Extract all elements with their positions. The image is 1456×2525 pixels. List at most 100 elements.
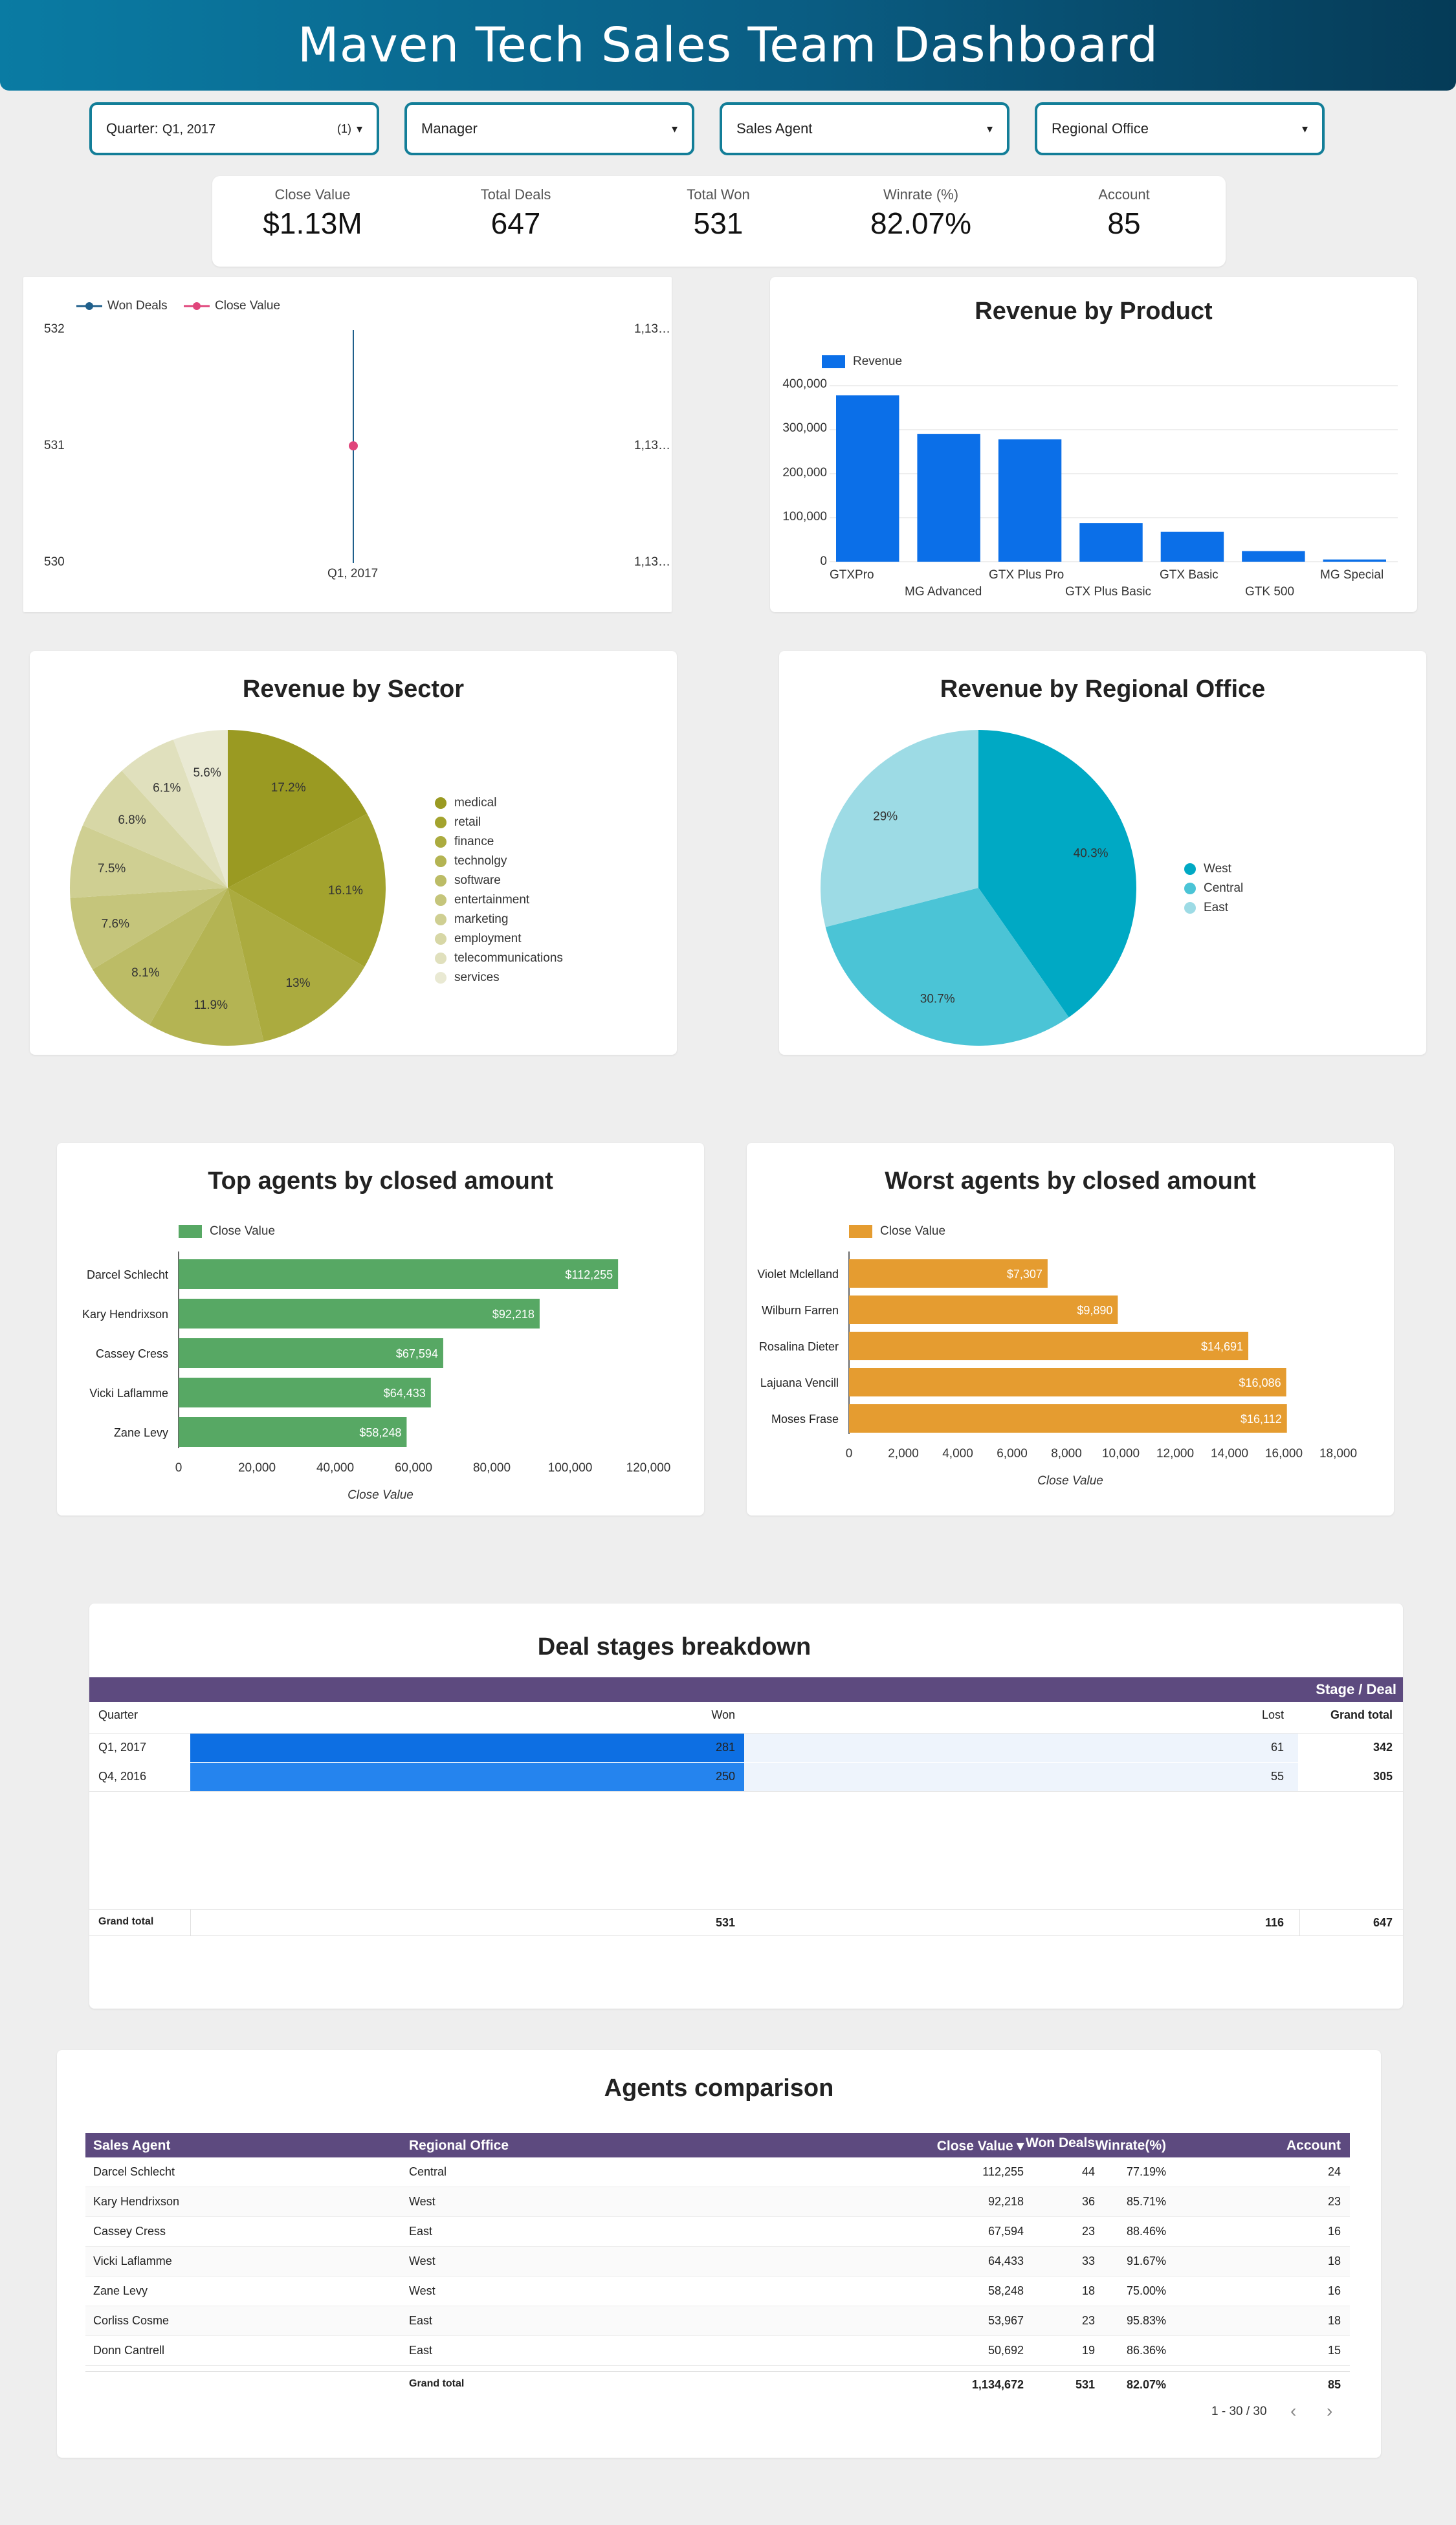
slice-East[interactable] <box>821 730 978 927</box>
grand-won-deals: 531 <box>1075 2378 1095 2391</box>
bar-cassey-cress[interactable] <box>179 1338 443 1368</box>
sales-agent-filter[interactable]: Sales Agent ▾ <box>720 102 1009 155</box>
legend-item-employment[interactable]: employment <box>435 929 563 949</box>
table-row[interactable]: Kary Hendrixson West 92,218 36 85.71% 23 <box>85 2187 1350 2217</box>
legend-item-West[interactable]: West <box>1184 859 1243 879</box>
x-tick: 2,000 <box>888 1447 919 1461</box>
legend-item-entertainment[interactable]: entertainment <box>435 890 563 910</box>
close-value-point[interactable] <box>349 441 358 450</box>
next-page-icon[interactable]: › <box>1327 2401 1333 2421</box>
bar-lajuana-vencill[interactable] <box>849 1368 1286 1396</box>
legend-item-retail[interactable]: retail <box>435 813 563 832</box>
bar-darcel-schlecht[interactable] <box>179 1259 619 1289</box>
bar-wilburn-farren[interactable] <box>849 1296 1118 1324</box>
winrate-cell: 77.19% <box>1126 2165 1166 2178</box>
grand-total-cell: 647 <box>1373 1916 1393 1929</box>
account-cell: 16 <box>1327 2284 1341 2297</box>
legend-item-software[interactable]: software <box>435 871 563 890</box>
x-tick: 12,000 <box>1156 1447 1194 1461</box>
legend-item-marketing[interactable]: marketing <box>435 910 563 929</box>
slice-technolgy[interactable] <box>149 888 264 1046</box>
column-header-regional-office[interactable]: Regional Office <box>409 2138 509 2153</box>
legend-item-Central[interactable]: Central <box>1184 879 1243 898</box>
column-header-won-deals[interactable]: Won Deals <box>1026 2137 1095 2150</box>
legend-label: Close Value <box>215 299 281 313</box>
deal-stages-card: Deal stages breakdown Stage / Deal Quart… <box>89 1604 1403 2009</box>
grand-total-label: Grand total <box>409 2378 465 2389</box>
bar-gtx-plus-pro[interactable] <box>998 439 1062 562</box>
combo-plot <box>349 330 358 563</box>
bar-mg-special[interactable] <box>1323 559 1386 562</box>
legend-item-medical[interactable]: medical <box>435 793 563 813</box>
slice-West[interactable] <box>978 730 1136 1018</box>
legend-item-finance[interactable]: finance <box>435 832 563 852</box>
table-row[interactable]: Corliss Cosme East 53,967 23 95.83% 18 <box>85 2306 1350 2336</box>
slice-medical[interactable] <box>228 730 368 888</box>
x-tick: GTX Plus Pro <box>989 568 1064 582</box>
column-header-close-value[interactable]: Close Value ▾ <box>936 2139 1024 2154</box>
legend-item-East[interactable]: East <box>1184 898 1243 918</box>
table-row[interactable]: Zane Levy West 58,248 18 75.00% 16 <box>85 2277 1350 2306</box>
bar-gtx-plus-basic[interactable] <box>1079 523 1143 562</box>
bar-gtk-500[interactable] <box>1242 551 1305 562</box>
y2-tick: 1,13… <box>634 322 670 336</box>
bar-vicki-laflamme[interactable] <box>179 1378 431 1407</box>
bar-value-label: $7,307 <box>1007 1268 1042 1281</box>
table-row[interactable]: Donn Cantrell East 50,692 19 86.36% 15 <box>85 2336 1350 2366</box>
legend-label: services <box>454 971 500 984</box>
x-tick: GTXPro <box>830 568 874 582</box>
legend-item-technolgy[interactable]: technolgy <box>435 852 563 871</box>
slice-Central[interactable] <box>825 888 1069 1046</box>
table-row[interactable]: Vicki Laflamme West 64,433 33 91.67% 18 <box>85 2247 1350 2277</box>
slice-retail[interactable] <box>228 813 386 967</box>
column-header-account[interactable]: Account <box>1286 2138 1341 2153</box>
agent-cell: Cassey Cress <box>93 2225 166 2238</box>
quarter-cell: Q1, 2017 <box>98 1741 147 1754</box>
won-deals-cell: 36 <box>1081 2195 1095 2208</box>
table-row[interactable]: Cassey Cress East 67,594 23 88.46% 16 <box>85 2217 1350 2247</box>
column-header-winrate[interactable]: Winrate(%) <box>1095 2138 1166 2153</box>
bar-value-label: $92,218 <box>492 1308 535 1321</box>
column-header-quarter[interactable]: Quarter <box>98 1708 138 1721</box>
previous-page-icon[interactable]: ‹ <box>1290 2401 1297 2421</box>
legend-revenue: Revenue <box>822 355 902 369</box>
bar-gtx-basic[interactable] <box>1160 531 1224 562</box>
legend-label: Central <box>1204 881 1244 895</box>
slice-employment[interactable] <box>82 771 228 888</box>
slice-marketing[interactable] <box>70 825 228 898</box>
bar-zane-levy[interactable] <box>179 1417 407 1447</box>
slice-telecommunications[interactable] <box>122 739 228 888</box>
dashboard-header: Maven Tech Sales Team Dashboard <box>0 0 1456 91</box>
agent-name-label: Violet Mclelland <box>757 1268 839 1281</box>
bar-violet-mclelland[interactable] <box>849 1259 1048 1288</box>
column-header-lost[interactable]: Lost <box>1261 1708 1284 1721</box>
column-header-sales-agent[interactable]: Sales Agent <box>93 2138 171 2153</box>
slice-services[interactable] <box>173 730 228 888</box>
slice-finance[interactable] <box>228 888 365 1042</box>
bar-moses-frase[interactable] <box>849 1404 1287 1433</box>
table-row: Q4, 2016 250 55 305 <box>89 1763 1403 1792</box>
quarter-filter[interactable]: Quarter: Q1, 2017 (1) ▾ <box>89 102 379 155</box>
office-cell: East <box>409 2314 433 2327</box>
bar-gtxpro[interactable] <box>836 395 899 562</box>
legend-label: Revenue <box>853 355 903 368</box>
slice-entertainment[interactable] <box>70 888 228 969</box>
slice-label: 30.7% <box>920 993 955 1006</box>
bar-kary-hendrixson[interactable] <box>179 1299 540 1329</box>
manager-filter[interactable]: Manager ▾ <box>404 102 694 155</box>
legend-swatch <box>435 875 447 887</box>
legend-label: employment <box>454 932 522 945</box>
legend-label: East <box>1204 901 1229 914</box>
regional-office-filter[interactable]: Regional Office ▾ <box>1035 102 1325 155</box>
bar-rosalina-dieter[interactable] <box>849 1332 1249 1360</box>
bar-mg-advanced[interactable] <box>917 434 980 562</box>
column-header-won[interactable]: Won <box>711 1708 735 1721</box>
legend-item-services[interactable]: services <box>435 968 563 987</box>
legend-item-telecommunications[interactable]: telecommunications <box>435 949 563 968</box>
column-header-grand-total[interactable]: Grand total <box>1330 1708 1393 1721</box>
kpi-value: 85 <box>1107 206 1141 240</box>
kpi-account: Account 85 <box>1037 186 1211 241</box>
bar-value-label: $16,086 <box>1239 1376 1281 1389</box>
table-row[interactable]: Darcel Schlecht Central 112,255 44 77.19% 24 <box>85 2157 1350 2187</box>
slice-software[interactable] <box>93 888 228 1025</box>
